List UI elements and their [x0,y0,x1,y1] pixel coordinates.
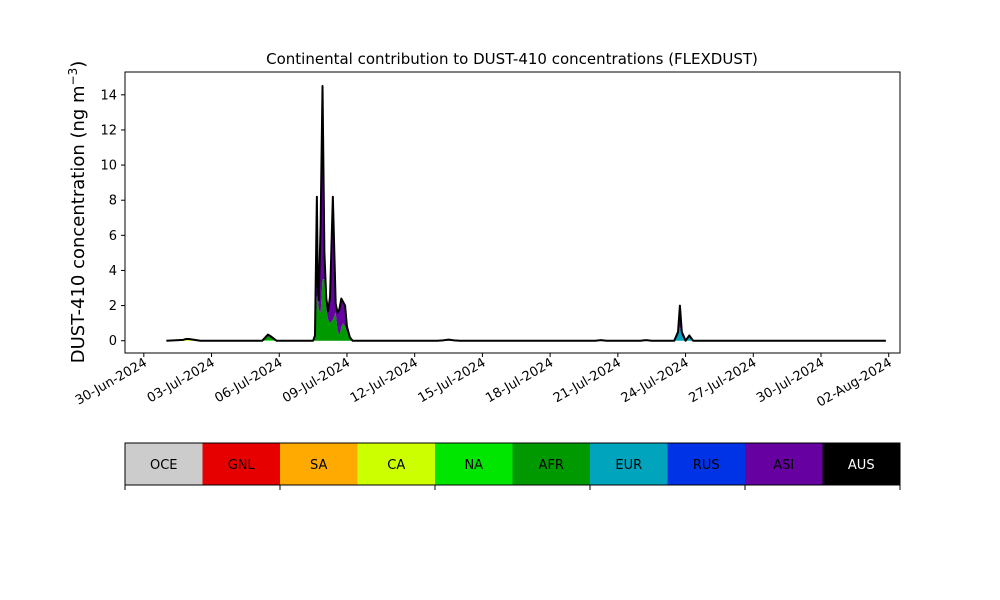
y-tick-label: 0 [109,334,117,349]
y-tick-label: 10 [100,159,117,174]
plot-area: 0 2 4 6 8 10 12 14 30-Jun-202403-Jul-202406-Jul… [73,71,901,411]
x-tick-label: 18-Jul-2024 [483,355,556,406]
legend-label-oce: OCE [150,458,178,473]
legend-label-ca: CA [387,458,405,473]
legend-label-sa: SA [310,458,327,473]
x-tick-label: 21-Jul-2024 [551,355,624,406]
y-tick-label: 4 [109,264,117,279]
legend-colorbar: OCE GNL SA CA NA AFR EUR RUS ASI AUS [124,442,901,490]
y-tick-label: 6 [109,229,117,244]
legend-frame [124,442,901,486]
plot-border [124,71,901,354]
y-axis-label-main: DUST-410 concentration (ng m [68,85,89,363]
legend-swatch-gnl [202,443,281,485]
legend-label-asi: ASI [773,458,794,473]
legend-swatch-ca [357,443,436,485]
y-axis-label: DUST-410 concentration (ng m−3) [66,61,89,364]
x-tick-label: 06-Jul-2024 [212,355,285,406]
y-axis: 0 2 4 6 8 10 12 14 [100,88,125,349]
legend-swatch-rus [667,443,746,485]
legend-swatch-asi [745,443,823,485]
legend-swatch-oce [125,443,203,485]
x-tick-label: 12-Jul-2024 [348,355,421,406]
legend-swatch-eur [590,443,668,485]
total-line [166,85,886,342]
y-axis-label-close: ) [68,61,89,68]
x-tick-label: 09-Jul-2024 [280,355,353,406]
y-tick-label: 14 [100,88,117,103]
legend-label-gnl: GNL [228,458,256,473]
legend-label-rus: RUS [693,458,720,473]
x-tick-label: 15-Jul-2024 [416,355,489,406]
y-axis-label-sup: −3 [66,68,80,86]
x-tick-label: 27-Jul-2024 [686,355,759,406]
y-tick-label: 12 [100,123,117,138]
x-tick-label: 02-Aug-2024 [814,355,894,410]
y-tick-label: 2 [109,299,117,314]
x-axis: 30-Jun-202403-Jul-202406-Jul-202409-Jul-… [73,353,895,411]
x-tick-label: 24-Jul-2024 [619,355,692,406]
y-tick-label: 8 [109,194,117,209]
x-tick-label: 03-Jul-2024 [145,355,218,406]
legend-swatch-na [435,443,513,485]
legend-swatch-afr [512,443,591,485]
legend-label-na: NA [464,458,483,473]
legend-label-afr: AFR [539,458,564,473]
legend-label-eur: EUR [615,458,642,473]
plot-frame [125,72,900,353]
series-layer [166,85,886,342]
legend-swatch-aus [822,443,901,485]
legend-swatch-sa [280,443,358,485]
chart-title: Continental contribution to DUST-410 con… [266,50,758,68]
legend-label-aus: AUS [848,458,875,473]
